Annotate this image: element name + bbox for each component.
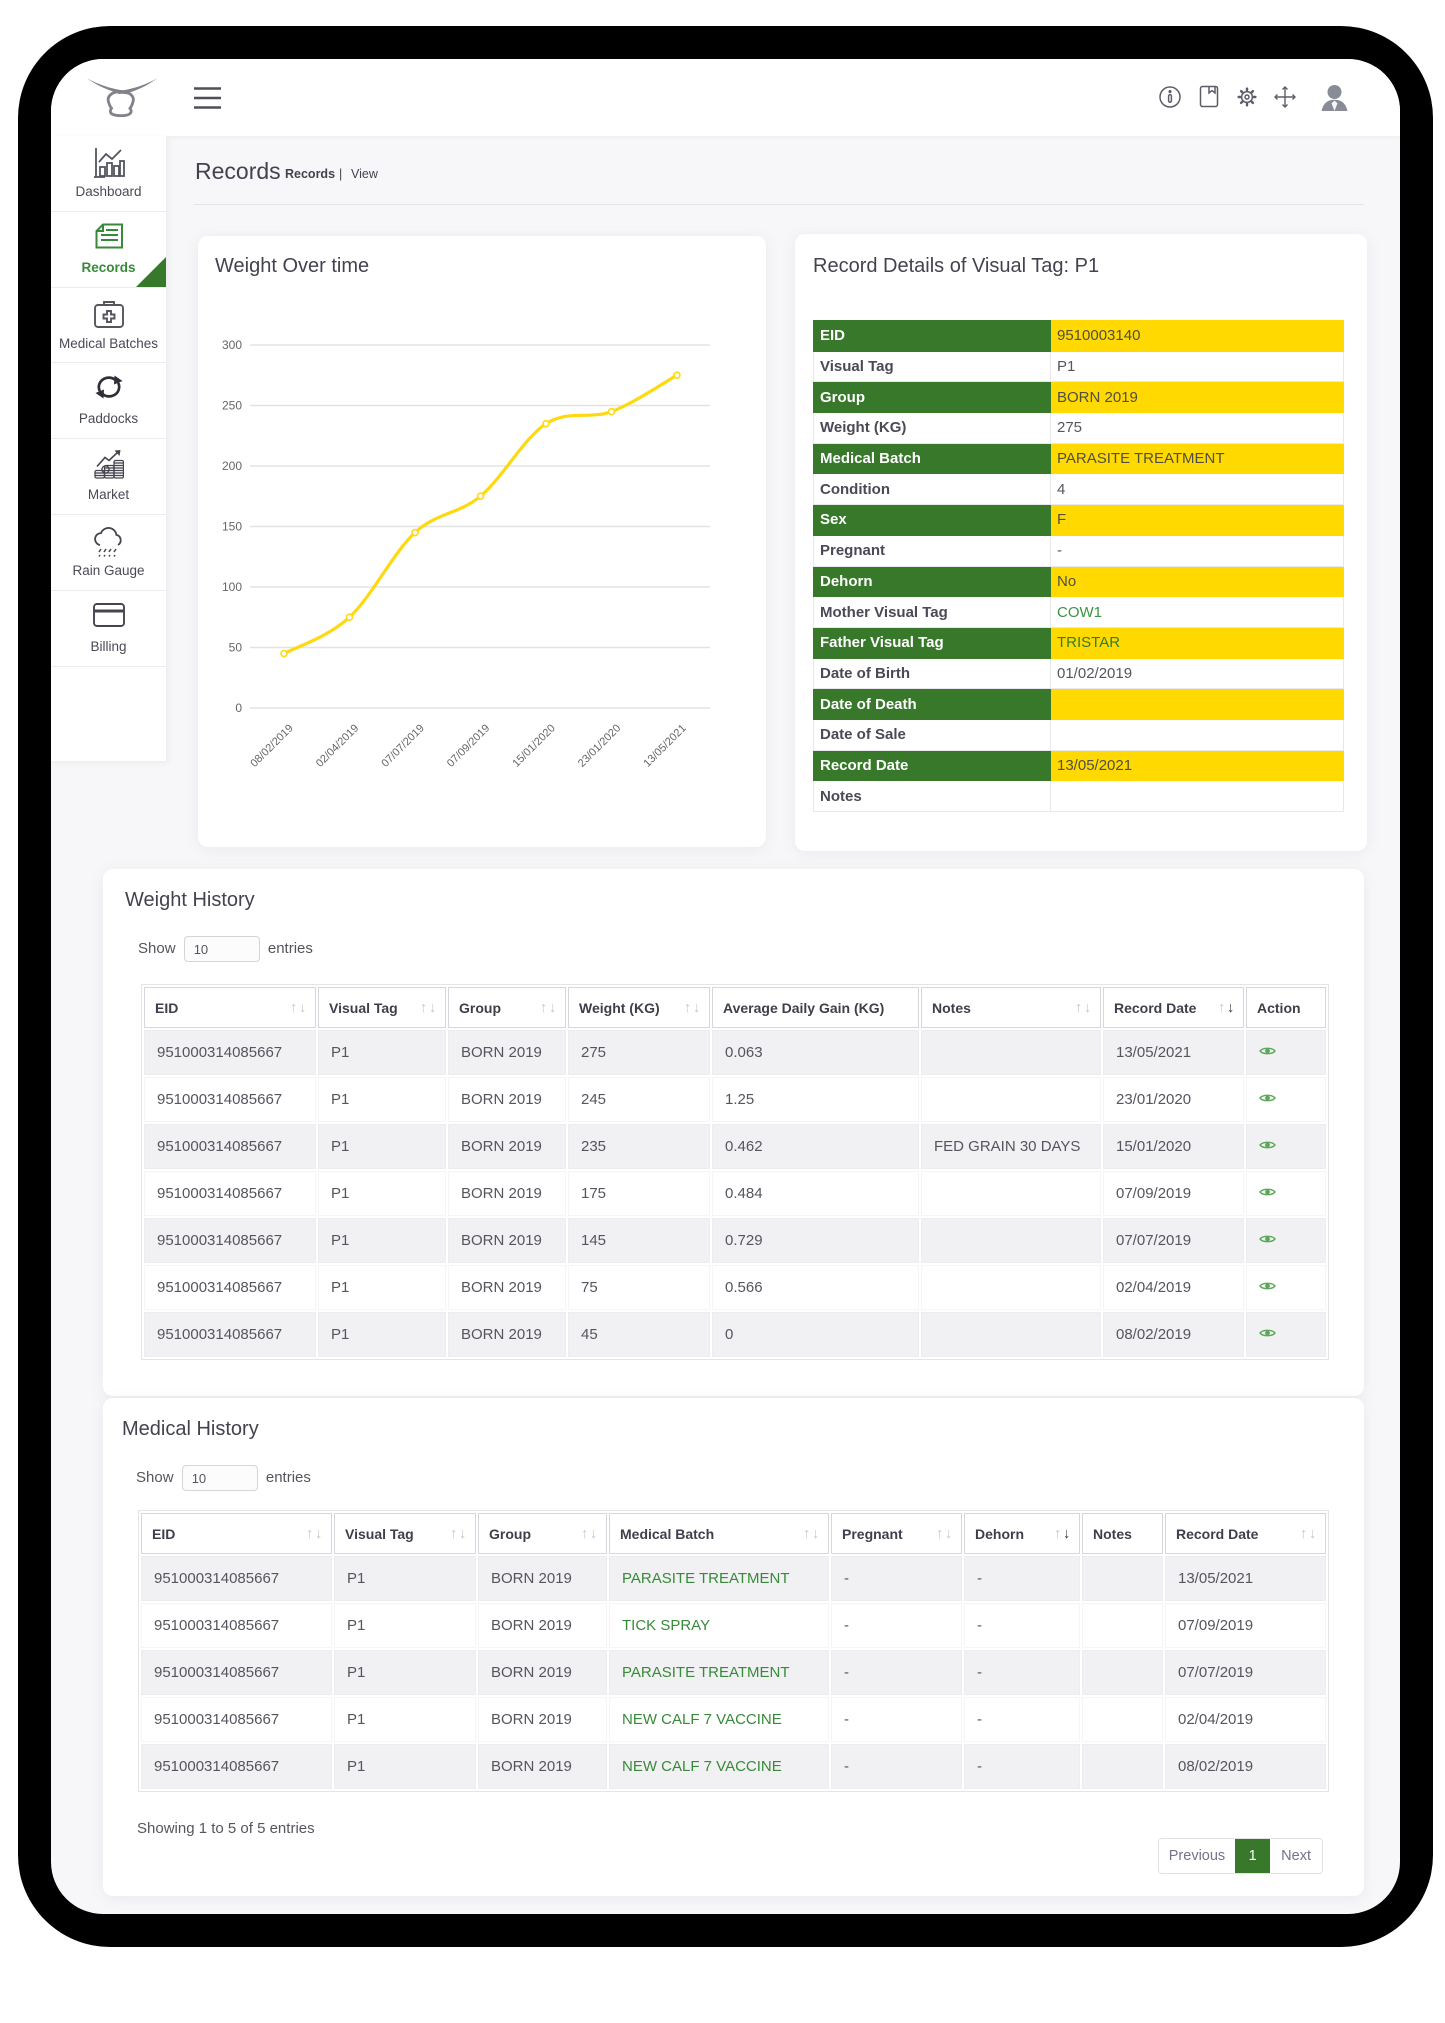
svg-text:02/04/2019: 02/04/2019 (314, 722, 361, 769)
svg-text:300: 300 (222, 338, 242, 352)
svg-text:250: 250 (222, 399, 242, 413)
svg-text:150: 150 (222, 520, 242, 534)
svg-text:100: 100 (222, 580, 242, 594)
svg-text:07/07/2019: 07/07/2019 (379, 722, 426, 769)
svg-text:0: 0 (235, 701, 242, 715)
svg-text:23/01/2020: 23/01/2020 (576, 722, 623, 769)
svg-text:07/09/2019: 07/09/2019 (445, 722, 492, 769)
svg-text:08/02/2019: 08/02/2019 (248, 722, 295, 769)
svg-text:200: 200 (222, 459, 242, 473)
svg-text:13/05/2021: 13/05/2021 (641, 722, 688, 769)
svg-text:50: 50 (229, 641, 243, 655)
svg-text:15/01/2020: 15/01/2020 (510, 722, 557, 769)
